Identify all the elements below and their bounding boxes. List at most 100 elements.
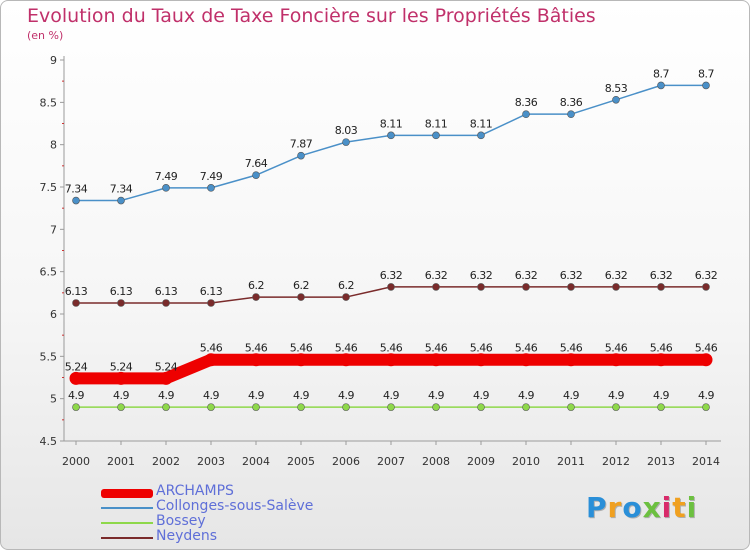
- series-2-data-label: 4.9: [68, 389, 84, 402]
- x-tick-label: 2001: [107, 455, 135, 468]
- series-2-point: [72, 403, 80, 411]
- series-2-point: [297, 403, 305, 411]
- series-1-point: [432, 131, 440, 140]
- y-tick-label: 8.5: [40, 96, 58, 109]
- legend-label: Bossey: [156, 513, 206, 529]
- series-1-point: [567, 110, 575, 118]
- series-0-data-label: 5.46: [605, 342, 628, 355]
- series-2-data-label: 4.9: [698, 389, 714, 402]
- series-3-data-label: 6.32: [470, 269, 493, 282]
- series-3-point: [432, 283, 440, 291]
- series-1-point: [162, 184, 170, 192]
- series-3-data-label: 6.13: [200, 285, 223, 298]
- series-3-data-label: 6.32: [605, 269, 628, 282]
- x-tick-label: 2008: [422, 455, 450, 468]
- series-3-point: [657, 283, 665, 291]
- logo-letter: o: [622, 491, 643, 524]
- x-tick-label: 2002: [152, 455, 180, 468]
- series-2-point: [567, 403, 575, 411]
- series-2-data-label: 4.9: [248, 389, 264, 402]
- series-0-point: [609, 353, 623, 367]
- y-tick-label: 5: [50, 393, 57, 406]
- legend-swatch: [101, 488, 153, 498]
- series-3-point: [702, 283, 710, 291]
- series-3-data-label: 6.2: [248, 279, 264, 292]
- series-1-data-label: 8.11: [425, 117, 448, 130]
- series-3-point: [207, 299, 215, 307]
- series-3-point: [252, 293, 260, 301]
- x-tick-label: 2000: [62, 455, 90, 468]
- x-tick-label: 2011: [557, 455, 585, 468]
- x-tick-label: 2003: [197, 455, 225, 468]
- series-3-point: [342, 293, 350, 301]
- series-2-point: [612, 403, 620, 411]
- series-1-line: [75, 84, 707, 202]
- series-0-point: [654, 353, 668, 367]
- series-1-point: [477, 131, 485, 140]
- series-0-point: [339, 353, 353, 367]
- series-0-point: [564, 353, 578, 367]
- series-3-data-label: 6.32: [560, 269, 583, 282]
- series-0-data-label: 5.24: [110, 360, 133, 373]
- series-3-point: [72, 299, 80, 307]
- series-1-data-label: 7.64: [245, 157, 268, 170]
- series-3-data-label: 6.13: [110, 285, 133, 298]
- x-tick-label: 2007: [377, 455, 405, 468]
- x-tick-label: 2006: [332, 455, 360, 468]
- logo-letter: r: [607, 491, 623, 524]
- series-0-point: [114, 371, 128, 385]
- series-3-point: [387, 283, 395, 291]
- series-2-point: [657, 403, 665, 411]
- y-tick-label: 8: [50, 139, 57, 152]
- series-1-point: [522, 110, 530, 118]
- series-1-point: [72, 196, 80, 205]
- legend-swatch: [101, 522, 153, 524]
- y-tick-label: 5.5: [40, 350, 58, 363]
- series-2-point: [432, 403, 440, 411]
- series-2-data-label: 4.9: [113, 389, 129, 402]
- legend-label: Collonges-sous-Salève: [156, 498, 314, 514]
- series-1-data-label: 8.11: [380, 117, 403, 130]
- series-2-point: [702, 403, 710, 411]
- series-1-data-label: 7.34: [65, 183, 88, 196]
- series-3-data-label: 6.32: [650, 269, 673, 282]
- x-tick-label: 2010: [512, 455, 540, 468]
- series-0-point: [294, 353, 308, 367]
- chart-title: Evolution du Taux de Taxe Foncière sur l…: [27, 5, 596, 27]
- series-0-point: [249, 353, 263, 367]
- series-3-data-label: 6.32: [380, 269, 403, 282]
- series-0-point: [69, 371, 83, 385]
- series-0-data-label: 5.46: [470, 342, 493, 355]
- series-3-point: [162, 299, 170, 307]
- series-1-point: [207, 184, 215, 192]
- series-2-data-label: 4.9: [518, 389, 534, 402]
- series-2-data-label: 4.9: [383, 389, 399, 402]
- series-0-data-label: 5.46: [290, 342, 313, 355]
- series-0-point: [204, 353, 218, 367]
- series-1-point: [117, 196, 125, 205]
- series-2-data-label: 4.9: [158, 389, 174, 402]
- series-1-point: [702, 81, 710, 90]
- series-3-data-label: 6.32: [695, 269, 718, 282]
- series-2-point: [162, 403, 170, 411]
- x-tick-label: 2012: [602, 455, 630, 468]
- series-3-data-label: 6.32: [515, 269, 538, 282]
- series-1-point: [657, 81, 665, 90]
- series-2-point: [342, 403, 350, 411]
- series-1-point: [252, 171, 260, 179]
- series-0-point: [159, 371, 173, 385]
- legend-label: ARCHAMPS: [156, 483, 234, 499]
- y-tick-label: 7.5: [40, 181, 58, 194]
- series-1-data-label: 7.87: [290, 138, 313, 151]
- series-0-data-label: 5.46: [380, 342, 403, 355]
- legend-swatch: [101, 537, 153, 539]
- y-tick-label: 6.5: [40, 266, 58, 279]
- series-1-point: [387, 131, 395, 140]
- legend-swatch: [101, 507, 153, 509]
- series-1-point: [342, 138, 350, 146]
- y-tick-label: 9: [50, 54, 57, 67]
- series-1-data-label: 8.36: [560, 96, 583, 109]
- y-tick-label: 4.5: [40, 435, 58, 448]
